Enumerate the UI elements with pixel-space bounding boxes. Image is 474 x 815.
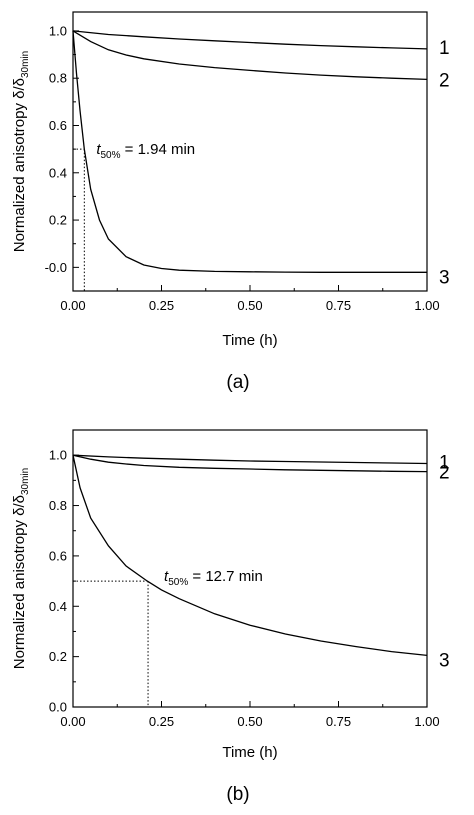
t50-annotation: t50% = 1.94 min (96, 141, 195, 161)
t50-annotation-subscript: 50% (168, 577, 188, 588)
y-axis-title-main: Normalized anisotropy δ/δ (11, 495, 28, 669)
series-2-label: 2 (439, 463, 450, 484)
panel-label: (b) (226, 784, 249, 805)
series-3-label: 3 (439, 267, 450, 288)
y-tick-label: 0.0 (49, 700, 67, 715)
y-axis-title: Normalized anisotropy δ/δ30min (11, 468, 31, 670)
y-axis-title: Normalized anisotropy δ/δ30min (11, 51, 31, 253)
y-tick-label: 0.6 (49, 548, 67, 563)
x-tick-label: 0.00 (60, 298, 85, 313)
series-3-line (72, 455, 428, 657)
t50-annotation-value: = 12.7 min (188, 568, 263, 585)
series-1-label: 1 (439, 38, 450, 59)
t50-annotation: t50% = 12.7 min (164, 568, 263, 588)
y-tick-label: 0.2 (49, 649, 67, 664)
y-tick-label: 0.8 (49, 71, 67, 86)
series-3-label: 3 (439, 650, 450, 671)
y-tick-label: 1.0 (49, 23, 67, 38)
y-tick-label: 1.0 (49, 448, 67, 463)
y-axis-title-main: Normalized anisotropy δ/δ (11, 78, 28, 252)
x-axis-title: Time (h) (222, 332, 277, 349)
y-axis-title-subscript: 30min (20, 51, 31, 78)
y-tick-label: 0.2 (49, 213, 67, 228)
x-tick-label: 0.25 (149, 714, 174, 729)
series-2-label: 2 (439, 70, 450, 91)
y-tick-label: 0.4 (49, 165, 67, 180)
panel-label: (a) (226, 372, 249, 393)
panel-b: 0.00 0.25 0.50 0.75 1.00 0.0 0.2 0.4 0.6 0.8 1.0 Ti… (11, 429, 450, 805)
y-tick-label: -0.0 (45, 260, 67, 275)
t50-annotation-symbol: t (164, 568, 169, 585)
series-1-line (72, 454, 428, 465)
x-tick-label: 0.75 (326, 714, 351, 729)
series-1-line (72, 30, 428, 50)
y-axis-title-subscript: 30min (20, 468, 31, 495)
x-tick-label: 0.50 (237, 714, 262, 729)
series-2-line (72, 30, 428, 81)
series-1-label: 1 (439, 452, 450, 473)
x-tick-label: 0.25 (149, 298, 174, 313)
x-tick-label: 0.75 (326, 298, 351, 313)
series-2-line (72, 454, 428, 473)
x-tick-label: 0.00 (60, 714, 85, 729)
y-tick-label: 0.8 (49, 498, 67, 513)
y-tick-label: 0.6 (49, 118, 67, 133)
series-3-line (72, 30, 427, 273)
x-axis-title: Time (h) (222, 744, 277, 761)
t50-annotation-value: = 1.94 min (121, 141, 196, 158)
x-tick-label: 1.00 (414, 714, 439, 729)
panel-a: 0.00 0.25 0.50 0.75 1.00 -0.0 0.2 0.4 0.6 0.8 1.0 T… (11, 11, 450, 393)
t50-annotation-subscript: 50% (100, 150, 120, 161)
y-tick-label: 0.4 (49, 599, 67, 614)
x-tick-label: 0.50 (237, 298, 262, 313)
x-tick-label: 1.00 (414, 298, 439, 313)
t50-annotation-symbol: t (96, 141, 101, 158)
